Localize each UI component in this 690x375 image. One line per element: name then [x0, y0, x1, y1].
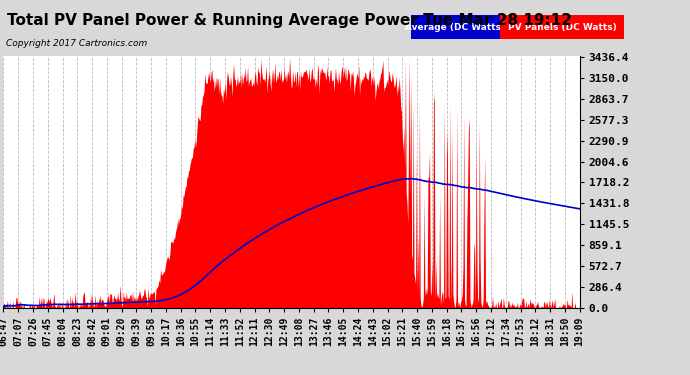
Text: Total PV Panel Power & Running Average Power Tue Mar 28 19:12: Total PV Panel Power & Running Average P…	[8, 13, 572, 28]
Text: Copyright 2017 Cartronics.com: Copyright 2017 Cartronics.com	[6, 39, 147, 48]
Text: Average (DC Watts): Average (DC Watts)	[405, 22, 506, 32]
Text: PV Panels (DC Watts): PV Panels (DC Watts)	[508, 22, 617, 32]
